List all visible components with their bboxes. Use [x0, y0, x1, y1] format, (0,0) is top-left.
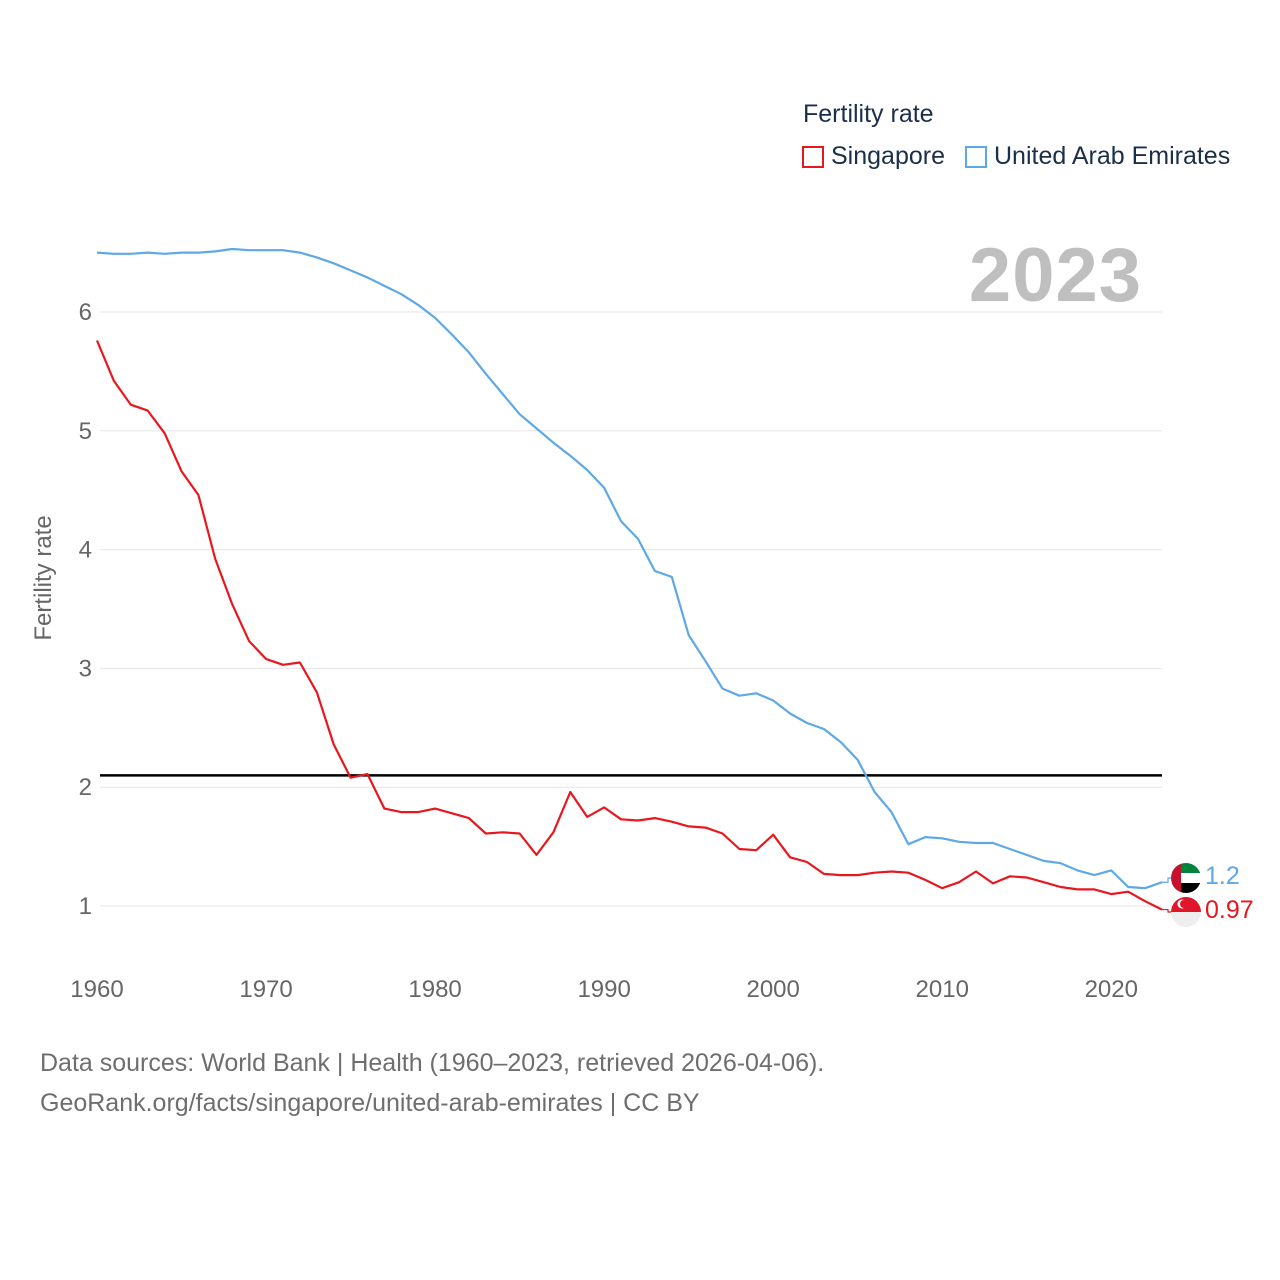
source-note: Data sources: World Bank | Health (1960–…	[40, 1043, 824, 1123]
y-tick-1: 1	[79, 893, 92, 920]
end-value-united-arab-emirates: 1.2	[1205, 862, 1240, 890]
legend-label-singapore: Singapore	[831, 142, 945, 170]
source-line-1: Data sources: World Bank | Health (1960–…	[40, 1049, 825, 1077]
legend-item-uae[interactable]: United Arab Emirates	[964, 142, 1231, 171]
y-tick-5: 5	[79, 418, 92, 445]
y-tick-3: 3	[79, 655, 92, 682]
x-tick-2000: 2000	[746, 976, 799, 1003]
legend: Singapore United Arab Emirates	[802, 142, 1250, 171]
x-tick-1970: 1970	[239, 976, 292, 1003]
end-markers: 0.97 1.2	[1162, 862, 1254, 924]
x-tick-1980: 1980	[408, 976, 461, 1003]
end-value-singapore: 0.97	[1205, 896, 1254, 924]
source-line-2[interactable]: GeoRank.org/facts/singapore/united-arab-…	[40, 1089, 700, 1117]
x-tick-2020: 2020	[1085, 976, 1138, 1003]
series-line-singapore	[95, 340, 1163, 911]
legend-item-singapore[interactable]: Singapore	[802, 142, 945, 171]
year-watermark: 2023	[968, 233, 1142, 318]
legend-swatch-singapore	[802, 145, 824, 168]
y-tick-labels: 1 2 3 4 5 6	[79, 299, 92, 920]
x-tick-labels: 1960 1970 1980 1990 2000 2010 2020	[70, 976, 1138, 1003]
x-tick-1990: 1990	[577, 976, 630, 1003]
x-tick-2010: 2010	[916, 976, 969, 1003]
legend-label-uae: United Arab Emirates	[993, 142, 1231, 170]
end-connector-singapore	[1162, 908, 1171, 913]
y-axis-label: Fertility rate	[30, 515, 57, 640]
x-tick-1960: 1960	[70, 976, 123, 1003]
grid-lines	[100, 311, 1162, 907]
flag-uae-icon	[1171, 863, 1201, 893]
legend-title: Fertility rate	[803, 100, 934, 128]
end-connector-united-arab-emirates	[1162, 877, 1171, 883]
legend-swatch-uae	[964, 145, 987, 168]
y-tick-2: 2	[79, 774, 92, 801]
y-tick-6: 6	[79, 299, 92, 326]
series-lines	[95, 247, 1163, 911]
y-tick-4: 4	[79, 537, 92, 564]
series-line-united-arab-emirates	[96, 247, 1163, 890]
flag-singapore-icon	[1171, 897, 1201, 927]
